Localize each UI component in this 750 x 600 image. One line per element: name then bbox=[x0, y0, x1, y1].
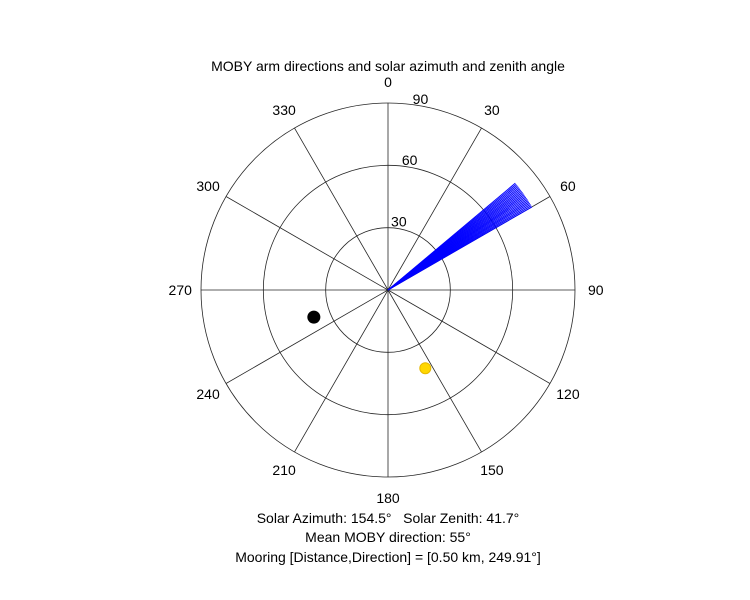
theta-tick-240: 240 bbox=[196, 386, 220, 402]
moby-arm-lines bbox=[387, 182, 533, 291]
spoke-30 bbox=[387, 127, 482, 291]
r-tick-60: 60 bbox=[402, 152, 418, 168]
theta-tick-90: 90 bbox=[588, 282, 604, 298]
theta-tick-330: 330 bbox=[272, 102, 296, 118]
range-ring-90 bbox=[200, 102, 576, 478]
mooring-caption: Mooring [Distance,Direction] = [0.50 km,… bbox=[235, 549, 541, 565]
range-ring-60 bbox=[262, 164, 514, 416]
sun-marker bbox=[419, 362, 432, 375]
spoke-300 bbox=[225, 196, 389, 291]
theta-tick-150: 150 bbox=[480, 462, 504, 478]
theta-tick-300: 300 bbox=[196, 178, 220, 194]
range-ring-30 bbox=[325, 227, 451, 353]
moby-direction-caption: Mean MOBY direction: 55° bbox=[305, 529, 471, 545]
theta-tick-60: 60 bbox=[560, 178, 576, 194]
spoke-210 bbox=[294, 289, 389, 453]
chart-title: MOBY arm directions and solar azimuth an… bbox=[211, 58, 565, 74]
theta-tick-210: 210 bbox=[272, 462, 296, 478]
polar-grid bbox=[200, 102, 576, 478]
spoke-150 bbox=[387, 289, 482, 453]
spoke-330 bbox=[294, 127, 389, 291]
theta-tick-120: 120 bbox=[556, 386, 580, 402]
theta-tick-270: 270 bbox=[169, 282, 193, 298]
mooring-marker bbox=[307, 310, 321, 324]
theta-tick-30: 30 bbox=[484, 102, 500, 118]
arm-line bbox=[387, 206, 533, 291]
theta-tick-180: 180 bbox=[376, 490, 400, 506]
theta-tick-0: 0 bbox=[384, 74, 392, 90]
spoke-120 bbox=[387, 289, 551, 384]
spoke-240 bbox=[225, 289, 389, 384]
r-tick-30: 30 bbox=[391, 214, 407, 230]
tick-labels: 0 30 60 90 120 150 180 210 240 270 300 330 30 60 90 bbox=[169, 74, 604, 506]
markers bbox=[307, 310, 432, 375]
solar-caption: Solar Azimuth: 154.5° Solar Zenith: 41.7… bbox=[257, 510, 520, 526]
r-tick-90: 90 bbox=[413, 91, 429, 107]
